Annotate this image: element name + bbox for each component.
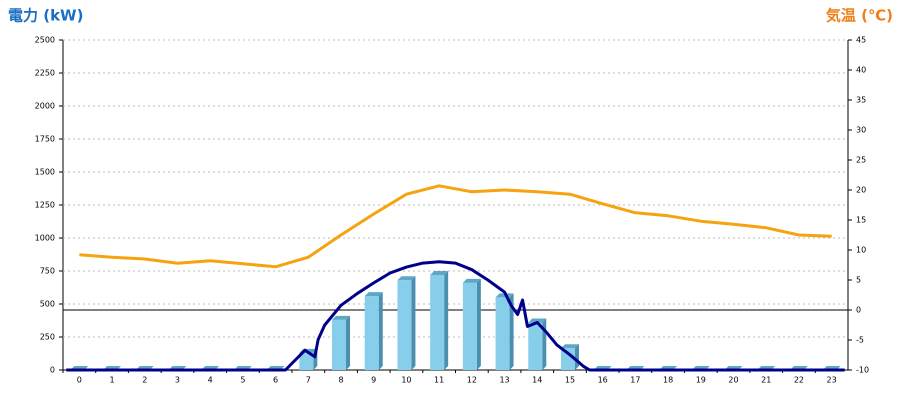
- y2-tick-label: 40: [856, 66, 866, 75]
- bar-top: [364, 292, 383, 297]
- bar-side: [509, 293, 514, 370]
- bar: [560, 348, 575, 370]
- x-tick-label: 23: [827, 376, 837, 385]
- x-tick-label: 7: [306, 376, 311, 385]
- bar-top: [430, 270, 449, 275]
- bar: [299, 352, 314, 370]
- y2-tick-label: 15: [856, 216, 866, 225]
- y-tick-label: 1500: [35, 168, 55, 177]
- x-tick-label: 11: [434, 376, 444, 385]
- y-tick-label: 2000: [35, 102, 55, 111]
- y2-tick-label: 45: [856, 36, 866, 45]
- y2-tick-label: 25: [856, 156, 866, 165]
- x-tick-label: 15: [565, 376, 575, 385]
- bar-top: [528, 318, 547, 323]
- x-tick-label: 2: [142, 376, 147, 385]
- x-tick-label: 5: [240, 376, 245, 385]
- bar: [332, 319, 347, 370]
- bar: [495, 297, 510, 370]
- x-tick-label: 8: [338, 376, 343, 385]
- y2-tick-label: 20: [856, 186, 866, 195]
- bar-side: [476, 278, 481, 370]
- y2-tick-label: 0: [856, 306, 861, 315]
- y2-tick-label: 30: [856, 126, 866, 135]
- x-tick-label: 22: [794, 376, 804, 385]
- y-tick-label: 1750: [35, 135, 55, 144]
- x-tick-label: 13: [499, 376, 509, 385]
- y-tick-label: 1000: [35, 234, 55, 243]
- bar-side: [444, 270, 449, 370]
- line-series: [79, 184, 832, 269]
- bar-side: [346, 315, 351, 370]
- y-tick-label: 1250: [35, 201, 55, 210]
- bar-side: [378, 292, 383, 370]
- bar: [397, 280, 412, 370]
- y2-tick-label: 10: [856, 246, 866, 255]
- x-tick-label: 18: [663, 376, 673, 385]
- x-tick-label: 19: [696, 376, 706, 385]
- x-tick-label: 17: [630, 376, 640, 385]
- x-tick-label: 20: [728, 376, 738, 385]
- y-tick-label: 250: [40, 333, 55, 342]
- bar-top: [332, 315, 351, 320]
- y2-tick-label: -5: [856, 336, 864, 345]
- y2-tick-label: 35: [856, 96, 866, 105]
- bar: [364, 296, 379, 370]
- y2-tick-label: -10: [856, 366, 869, 375]
- x-tick-label: 21: [761, 376, 771, 385]
- x-tick-label: 10: [401, 376, 411, 385]
- x-tick-label: 1: [110, 376, 115, 385]
- bar-top: [397, 276, 416, 281]
- x-tick-label: 4: [208, 376, 213, 385]
- line-series: [66, 260, 845, 372]
- y2-axis-title: 気温 (℃): [826, 7, 893, 25]
- y2-tick-label: 5: [856, 276, 861, 285]
- y-tick-label: 0: [50, 366, 55, 375]
- bar: [462, 282, 477, 370]
- y-tick-label: 2250: [35, 69, 55, 78]
- x-tick-label: 9: [371, 376, 376, 385]
- y-tick-label: 2500: [35, 36, 55, 45]
- x-tick-label: 14: [532, 376, 542, 385]
- x-tick-label: 16: [598, 376, 608, 385]
- x-tick-label: 3: [175, 376, 180, 385]
- y-tick-label: 750: [40, 267, 55, 276]
- bar-side: [542, 318, 547, 370]
- bar: [528, 322, 543, 370]
- bar-top: [560, 344, 579, 349]
- bar-top: [462, 278, 481, 283]
- y-axis-title: 電力 (kW): [8, 7, 83, 25]
- x-tick-label: 6: [273, 376, 278, 385]
- x-tick-label: 12: [467, 376, 477, 385]
- bar: [430, 274, 445, 370]
- y-tick-label: 500: [40, 300, 55, 309]
- bar-side: [411, 276, 416, 370]
- x-tick-label: 0: [77, 376, 82, 385]
- bar-side: [574, 344, 579, 370]
